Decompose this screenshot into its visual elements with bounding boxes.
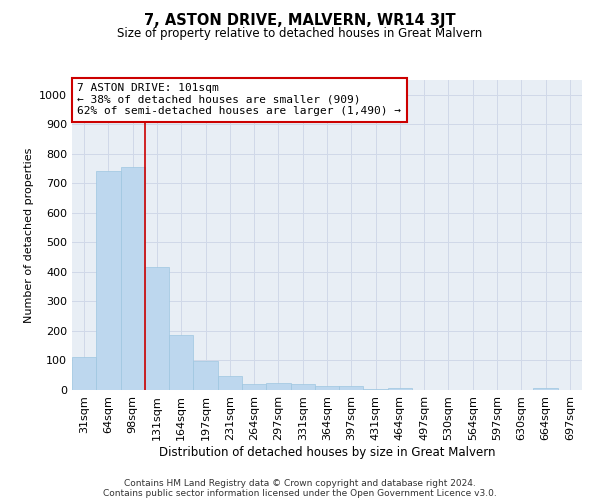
Bar: [121, 166, 145, 390]
X-axis label: Distribution of detached houses by size in Great Malvern: Distribution of detached houses by size …: [159, 446, 495, 458]
Bar: [533, 388, 558, 390]
Bar: [218, 376, 242, 390]
Bar: [315, 386, 339, 390]
Text: 7 ASTON DRIVE: 101sqm
← 38% of detached houses are smaller (909)
62% of semi-det: 7 ASTON DRIVE: 101sqm ← 38% of detached …: [77, 83, 401, 116]
Bar: [242, 384, 266, 390]
Bar: [388, 388, 412, 390]
Bar: [193, 362, 218, 390]
Bar: [96, 170, 121, 390]
Bar: [266, 383, 290, 390]
Text: Size of property relative to detached houses in Great Malvern: Size of property relative to detached ho…: [118, 28, 482, 40]
Bar: [364, 389, 388, 390]
Bar: [169, 335, 193, 390]
Bar: [339, 386, 364, 390]
Text: 7, ASTON DRIVE, MALVERN, WR14 3JT: 7, ASTON DRIVE, MALVERN, WR14 3JT: [144, 12, 456, 28]
Text: Contains HM Land Registry data © Crown copyright and database right 2024.: Contains HM Land Registry data © Crown c…: [124, 478, 476, 488]
Bar: [145, 266, 169, 390]
Text: Contains public sector information licensed under the Open Government Licence v3: Contains public sector information licen…: [103, 488, 497, 498]
Bar: [290, 384, 315, 390]
Bar: [72, 356, 96, 390]
Y-axis label: Number of detached properties: Number of detached properties: [23, 148, 34, 322]
